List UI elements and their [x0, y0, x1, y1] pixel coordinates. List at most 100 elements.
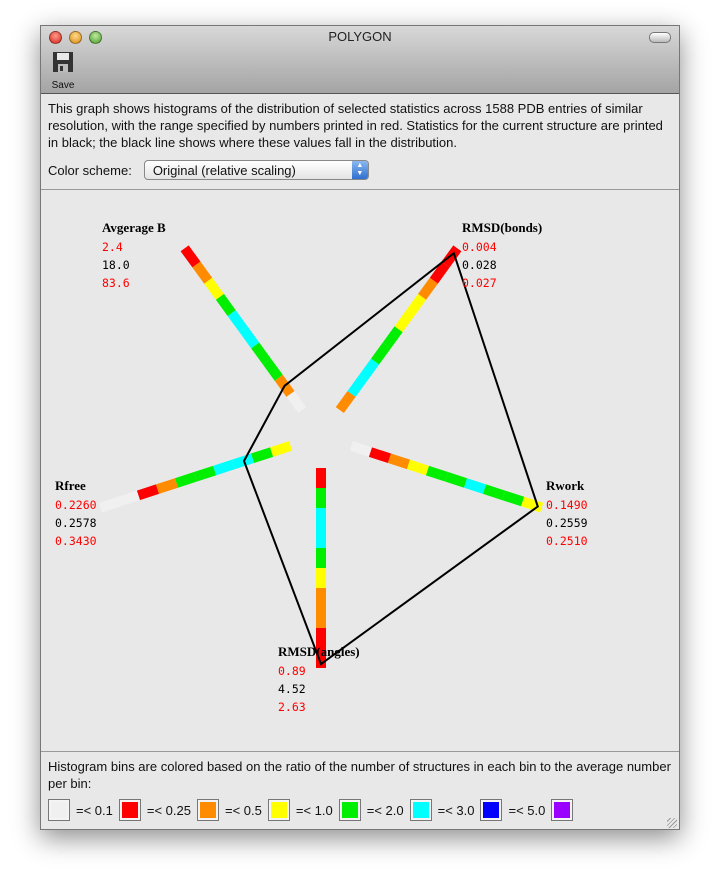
- swatch-color: [341, 802, 358, 818]
- axis-name: RMSD(angles): [278, 644, 360, 659]
- axis-name: Rwork: [546, 478, 585, 493]
- axis-label-rfree: Rfree 0.2260 0.2578 0.3430: [55, 478, 97, 550]
- legend-swatch-orange: [196, 799, 219, 821]
- legend-swatch-green: [338, 799, 361, 821]
- legend-swatch-white: [48, 799, 70, 821]
- close-button[interactable]: [49, 31, 62, 44]
- legend-label: =< 0.1: [76, 802, 113, 818]
- axis-min: 0.2260: [55, 498, 97, 512]
- histogram-bin: [406, 459, 430, 476]
- legend-label: =< 2.0: [366, 802, 404, 818]
- histogram-bin: [444, 472, 468, 488]
- current-structure-polygon: [242, 251, 539, 666]
- toolbar-toggle-button[interactable]: [649, 32, 671, 43]
- axis-min: 0.004: [462, 240, 497, 254]
- legend-swatch-blue: [480, 799, 503, 821]
- window-title: POLYGON: [328, 29, 392, 44]
- axis-current: 18.0: [102, 258, 130, 272]
- axis-name: Avgerage B: [102, 220, 166, 235]
- swatch-color: [412, 802, 429, 818]
- axis-current: 4.52: [278, 682, 306, 696]
- color-scheme-value: Original (relative scaling): [152, 163, 296, 178]
- axis-label-rmsd-angles: RMSD(angles) 0.89 4.52 2.63: [278, 644, 360, 716]
- histogram-bin: [269, 441, 293, 457]
- axis-max: 0.3430: [55, 534, 97, 548]
- axis-label-rmsd-bonds: RMSD(bonds) 0.004 0.028 0.027: [462, 220, 542, 292]
- description-text: This graph shows histograms of the distr…: [48, 101, 663, 150]
- legend-label: =< 1.0: [295, 802, 333, 818]
- histogram-bin: [192, 261, 213, 284]
- histogram-bin: [180, 245, 201, 268]
- color-scheme-label: Color scheme:: [48, 162, 132, 178]
- histogram-bin: [382, 326, 403, 349]
- swatch-color: [199, 802, 216, 818]
- minimize-button[interactable]: [69, 31, 82, 44]
- histogram-bin: [347, 374, 368, 397]
- axis-min: 2.4: [102, 240, 123, 254]
- legend-text: Histogram bins are colored based on the …: [48, 759, 671, 791]
- legend-swatch-purple: [551, 799, 574, 821]
- polygon-chart: Avgerage B 2.4 18.0 83.6 RMSD(bonds) 0.0…: [41, 190, 679, 752]
- histogram-bin: [193, 465, 217, 482]
- select-arrows-icon: ▲ ▼: [351, 161, 368, 179]
- histogram-bin: [429, 261, 450, 284]
- histogram-bin: [441, 245, 462, 268]
- color-scheme-select[interactable]: Original (relative scaling) ▲ ▼: [143, 160, 369, 180]
- resize-grip[interactable]: [667, 818, 677, 828]
- axis-label-rwork: Rwork 0.1490 0.2559 0.2510: [546, 478, 588, 550]
- histogram-bin: [204, 277, 224, 300]
- histogram-bin: [136, 484, 159, 501]
- legend-label: =< 0.25: [146, 802, 191, 818]
- legend-swatch-cyan: [409, 799, 432, 821]
- axis-max: 0.027: [462, 276, 497, 290]
- title-bar: POLYGON Save: [41, 26, 679, 94]
- legend-swatch-red: [118, 799, 141, 821]
- axis-min: 0.89: [278, 664, 306, 678]
- histogram-bin: [155, 478, 178, 494]
- zoom-button[interactable]: [89, 31, 102, 44]
- legend-swatches: =< 0.1 =< 0.25 =< 0.5 =< 1.0 =< 2.0 =< 3.0 =< …: [48, 799, 672, 821]
- histogram-bin: [262, 358, 283, 381]
- histogram-bin: [117, 490, 140, 507]
- histogram-bin: [502, 490, 525, 507]
- swatch-color: [483, 802, 500, 818]
- axis-current: 0.028: [462, 258, 497, 272]
- axis-name: Rfree: [55, 478, 86, 493]
- histogram-bin: [174, 472, 198, 488]
- histogram-bin: [335, 390, 356, 414]
- legend-label: =< 0.5: [224, 802, 262, 818]
- swatch-color: [270, 802, 287, 818]
- swatch-color: [51, 802, 67, 818]
- histogram-bin: [215, 293, 236, 316]
- axis-max: 83.6: [102, 276, 130, 290]
- histogram-bin: [483, 484, 506, 501]
- save-button[interactable]: Save: [49, 50, 77, 91]
- swatch-color: [554, 802, 571, 818]
- histogram-bin: [359, 358, 380, 381]
- axis-current: 0.2578: [55, 516, 97, 530]
- floppy-disk-icon: [53, 52, 73, 72]
- legend-panel: Histogram bins are colored based on the …: [41, 752, 679, 830]
- save-label: Save: [51, 80, 75, 91]
- polygon-chart-svg: [98, 245, 544, 668]
- histogram-bin: [239, 326, 260, 349]
- legend-label: =< 5.0: [508, 802, 546, 818]
- histogram-bin: [227, 310, 248, 333]
- polygon-window: POLYGON Save This graph shows histograms…: [40, 25, 680, 830]
- histogram-bin: [349, 441, 373, 457]
- axis-max: 2.63: [278, 700, 306, 714]
- histogram-bin: [394, 310, 415, 333]
- histogram-bin: [368, 447, 392, 464]
- axis-current: 0.2559: [546, 516, 588, 530]
- histogram-bin: [387, 453, 411, 470]
- histogram-bin: [250, 447, 274, 464]
- histogram-bin: [418, 277, 438, 300]
- swatch-color: [121, 802, 138, 818]
- legend-label: =< 3.0: [437, 802, 475, 818]
- histogram-bin: [98, 496, 121, 513]
- histogram-bin: [231, 453, 255, 470]
- axis-min: 0.1490: [546, 498, 588, 512]
- description-panel: This graph shows histograms of the distr…: [41, 94, 679, 190]
- legend-swatch-yellow: [267, 799, 290, 821]
- histogram-bin: [464, 478, 487, 494]
